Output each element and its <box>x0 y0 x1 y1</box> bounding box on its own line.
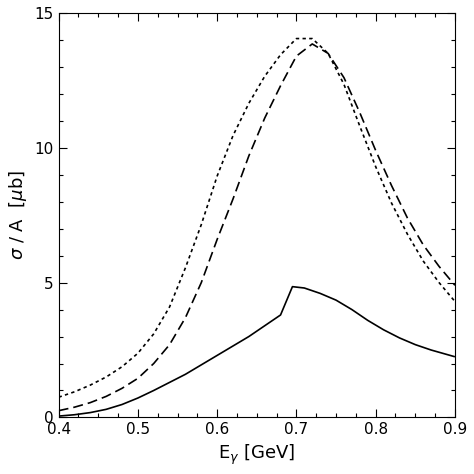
X-axis label: E$_\gamma$ [GeV]: E$_\gamma$ [GeV] <box>218 443 295 467</box>
Y-axis label: $\sigma$ / A  [$\mu$b]: $\sigma$ / A [$\mu$b] <box>7 170 29 260</box>
